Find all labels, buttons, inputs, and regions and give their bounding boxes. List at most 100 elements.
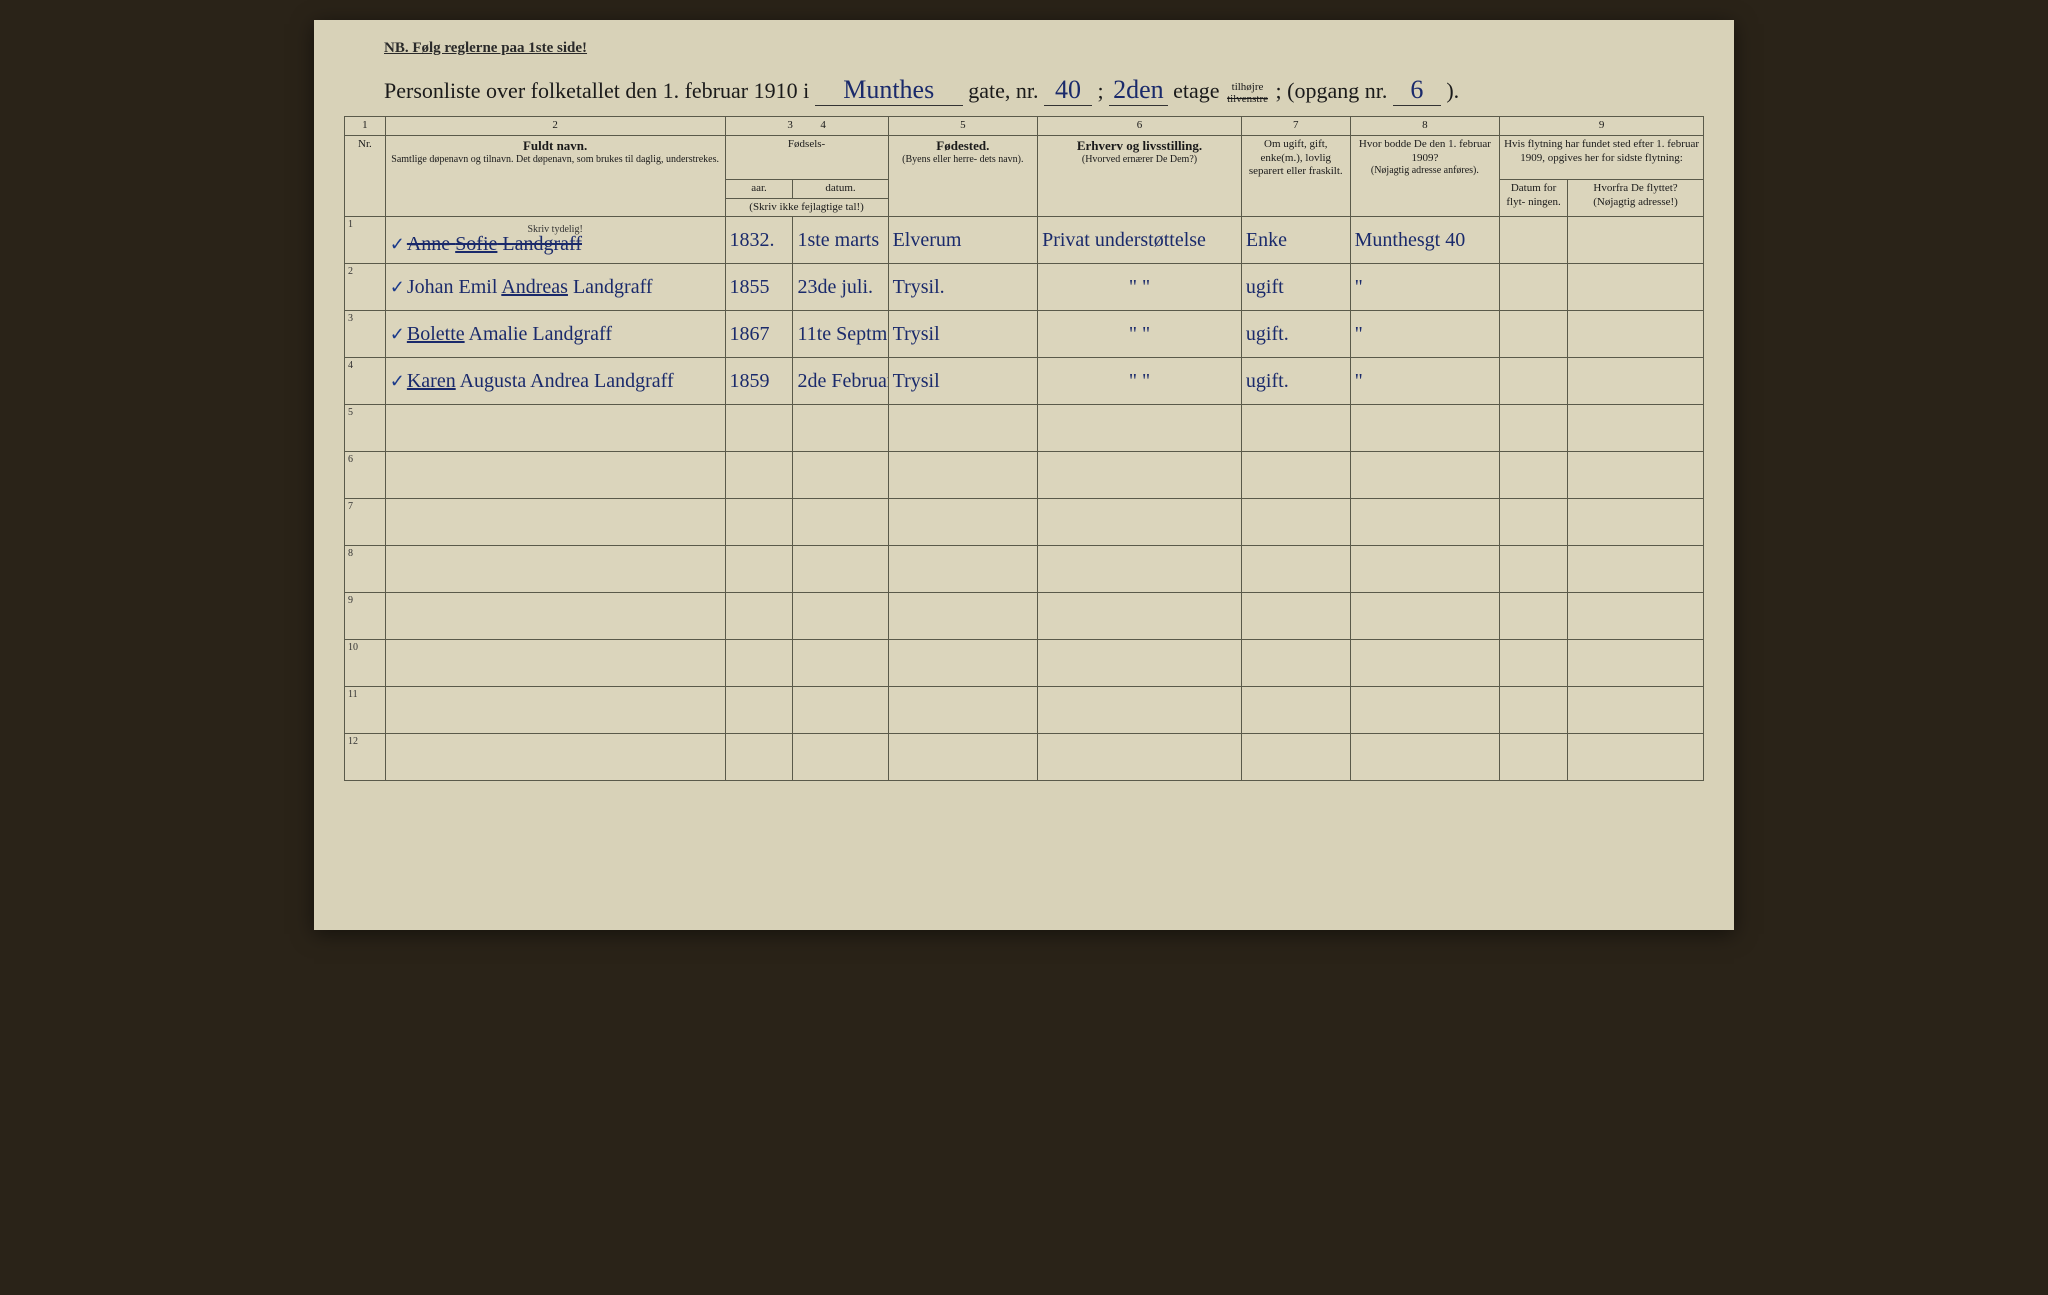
opgang-number-field: 6 — [1393, 75, 1441, 106]
cell-erhverv: " " — [1038, 264, 1242, 311]
table-row-empty: 9 — [345, 593, 1704, 640]
cell-empty — [385, 499, 725, 546]
table-row-empty: 8 — [345, 546, 1704, 593]
row-number: 5 — [345, 405, 386, 452]
cell-flytning — [1568, 311, 1704, 358]
checkmark-icon: ✓ — [390, 324, 405, 345]
cell-bodde: " — [1350, 358, 1499, 405]
cell-flytning — [1500, 217, 1568, 264]
row-number: 4 — [345, 358, 386, 405]
nb-header: NB. Følg reglerne paa 1ste side! — [384, 40, 1704, 57]
cell-empty — [1350, 405, 1499, 452]
hdr-aar: aar. — [725, 179, 793, 198]
row-number: 10 — [345, 640, 386, 687]
cell-empty — [1568, 499, 1704, 546]
cell-empty — [1241, 640, 1350, 687]
cell-fodested: Elverum — [888, 217, 1037, 264]
cell-empty — [385, 687, 725, 734]
table-row: 1Skriv tydelig!✓Anne Sofie Landgraff1832… — [345, 217, 1704, 264]
table-row-empty: 6 — [345, 452, 1704, 499]
cell-empty — [1568, 452, 1704, 499]
cell-empty — [725, 687, 793, 734]
cell-empty — [1350, 640, 1499, 687]
cell-empty — [1568, 546, 1704, 593]
cell-status: ugift — [1241, 264, 1350, 311]
cell-empty — [725, 405, 793, 452]
cell-empty — [1038, 593, 1242, 640]
cell-flytning — [1568, 217, 1704, 264]
cell-empty — [888, 687, 1037, 734]
row-number: 8 — [345, 546, 386, 593]
hdr-erhverv: Erhverv og livsstilling. (Hvorved ernære… — [1038, 135, 1242, 217]
hdr-datum: datum. — [793, 179, 888, 198]
cell-empty — [888, 640, 1037, 687]
cell-status: ugift. — [1241, 311, 1350, 358]
cell-empty — [1568, 405, 1704, 452]
cell-empty — [1500, 405, 1568, 452]
side-top: tilhøjre — [1232, 81, 1264, 93]
title-line: Personliste over folketallet den 1. febr… — [384, 75, 1704, 106]
cell-empty — [725, 593, 793, 640]
colnum-2: 2 — [385, 117, 725, 136]
cell-empty — [1568, 687, 1704, 734]
cell-name: ✓Johan Emil Andreas Landgraff — [385, 264, 725, 311]
cell-empty — [1350, 452, 1499, 499]
opgang-suffix: ). — [1446, 78, 1459, 103]
colnum-8: 8 — [1350, 117, 1499, 136]
cell-empty — [385, 593, 725, 640]
table-row-empty: 7 — [345, 499, 1704, 546]
cell-empty — [1038, 687, 1242, 734]
cell-flytning — [1500, 358, 1568, 405]
cell-empty — [725, 640, 793, 687]
etage-label: etage — [1173, 78, 1219, 103]
cell-bodde: Munthesgt 40 — [1350, 217, 1499, 264]
cell-empty — [385, 734, 725, 781]
hdr-aar-note: (Skriv ikke fejlagtige tal!) — [725, 198, 888, 217]
cell-datum: 23de juli. — [793, 264, 888, 311]
cell-empty — [1038, 499, 1242, 546]
cell-empty — [1500, 640, 1568, 687]
cell-bodde: " — [1350, 311, 1499, 358]
row-number: 6 — [345, 452, 386, 499]
cell-empty — [888, 452, 1037, 499]
hdr-flyt-hvorfra: Hvorfra De flyttet? (Nøjagtig adresse!) — [1568, 179, 1704, 217]
cell-empty — [1350, 593, 1499, 640]
cell-fodested: Trysil — [888, 358, 1037, 405]
cell-empty — [1568, 593, 1704, 640]
colnum-34: 3 4 — [725, 117, 888, 136]
cell-flytning — [1568, 358, 1704, 405]
side-bottom: tilvenstre — [1227, 93, 1268, 105]
cell-empty — [793, 546, 888, 593]
cell-empty — [1500, 452, 1568, 499]
cell-empty — [725, 452, 793, 499]
cell-erhverv: " " — [1038, 358, 1242, 405]
row-number: 2 — [345, 264, 386, 311]
table-row-empty: 11 — [345, 687, 1704, 734]
cell-fodested: Trysil — [888, 311, 1037, 358]
cell-erhverv: Privat understøttelse — [1038, 217, 1242, 264]
cell-empty — [1350, 546, 1499, 593]
street-name-field: Munthes — [815, 75, 963, 106]
cell-empty — [725, 546, 793, 593]
cell-empty — [1038, 640, 1242, 687]
cell-empty — [1568, 734, 1704, 781]
cell-empty — [1500, 734, 1568, 781]
cell-empty — [385, 405, 725, 452]
hdr-flyt-datum: Datum for flyt- ningen. — [1500, 179, 1568, 217]
cell-empty — [725, 734, 793, 781]
cell-empty — [793, 593, 888, 640]
hdr-flytning: Hvis flytning har fundet sted efter 1. f… — [1500, 135, 1704, 179]
row-number: 1 — [345, 217, 386, 264]
cell-aar: 1867 — [725, 311, 793, 358]
table-row: 4✓Karen Augusta Andrea Landgraff18592de … — [345, 358, 1704, 405]
cell-bodde: " — [1350, 264, 1499, 311]
hdr-status: Om ugift, gift, enke(m.), lovlig separer… — [1241, 135, 1350, 217]
gate-label: gate, nr. — [968, 78, 1038, 103]
cell-empty — [793, 734, 888, 781]
table-row-empty: 10 — [345, 640, 1704, 687]
cell-empty — [793, 640, 888, 687]
floor-field: 2den — [1109, 75, 1168, 106]
cell-flytning — [1500, 264, 1568, 311]
cell-name: ✓Bolette Amalie Landgraff — [385, 311, 725, 358]
hdr-nr: Nr. — [345, 135, 386, 217]
